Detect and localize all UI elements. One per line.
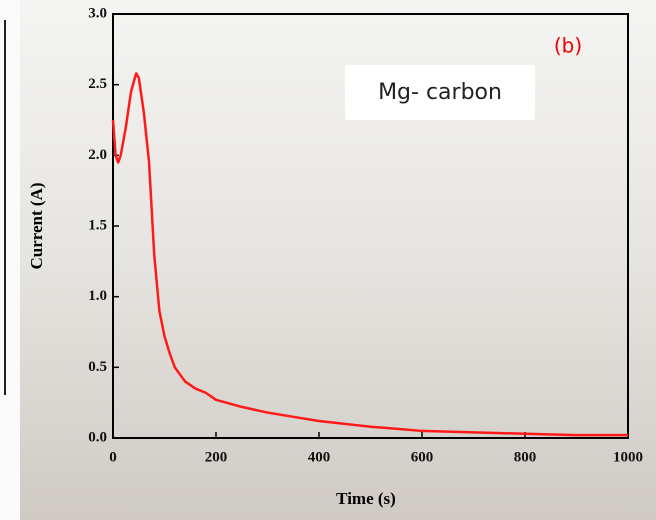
x-tick-label: 600	[411, 449, 434, 465]
annotation: (b)	[554, 34, 582, 58]
plot-frame	[112, 13, 629, 439]
y-axis-label: Current (A)	[27, 182, 46, 269]
y-tick-label: 2.5	[88, 76, 107, 92]
y-tick-label: 1.5	[88, 217, 107, 233]
x-axis-label: Time (s)	[336, 489, 396, 508]
annotation-box	[345, 65, 535, 120]
x-tick-label: 1000	[613, 449, 643, 465]
annotation: Mg- carbon	[378, 80, 502, 105]
x-tick-label: 400	[308, 449, 331, 465]
y-tick-label: 2.0	[88, 147, 107, 163]
y-tick-label: 0.0	[88, 429, 107, 445]
x-tick-label: 800	[514, 449, 537, 465]
x-tick-label: 0	[109, 449, 117, 465]
y-tick-label: 1.0	[88, 288, 107, 304]
left-panel	[0, 0, 20, 520]
y-tick-label: 3.0	[88, 5, 107, 21]
line-series	[111, 72, 628, 437]
x-tick-label: 200	[205, 449, 228, 465]
y-tick-label: 0.5	[88, 359, 107, 375]
